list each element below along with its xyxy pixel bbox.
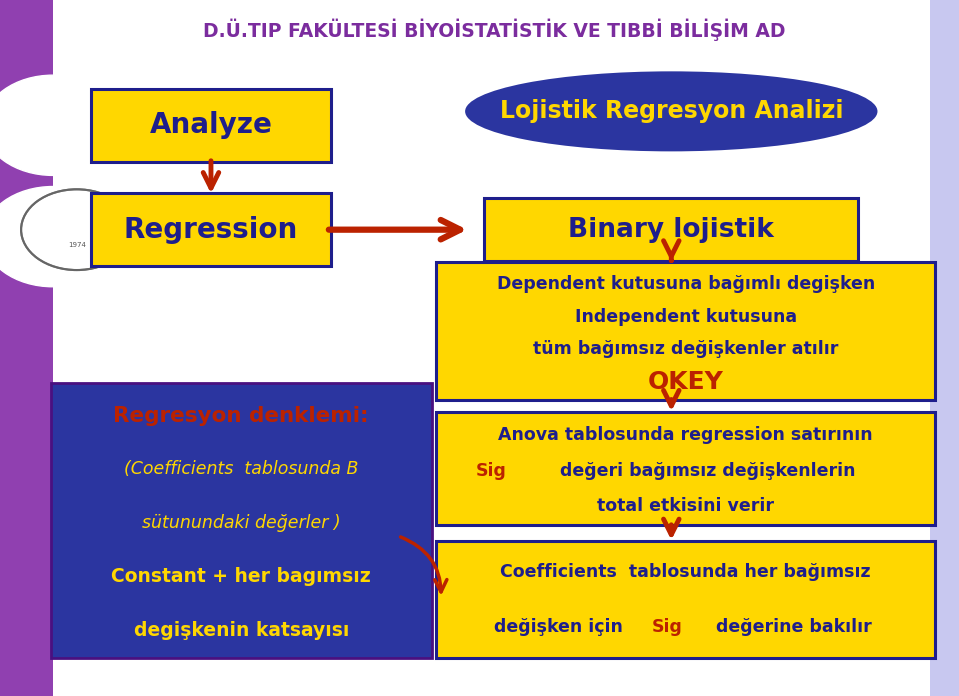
- Text: Dependent kutusuna bağımlı degişken: Dependent kutusuna bağımlı degişken: [497, 275, 875, 293]
- Text: 1974: 1974: [68, 242, 85, 248]
- FancyBboxPatch shape: [484, 198, 858, 261]
- Text: OKEY: OKEY: [647, 370, 724, 394]
- Text: Binary lojistik: Binary lojistik: [569, 216, 774, 243]
- Text: Regresyon denklemi:: Regresyon denklemi:: [113, 406, 369, 426]
- Text: Constant + her bagımsız: Constant + her bagımsız: [111, 567, 371, 586]
- FancyBboxPatch shape: [436, 541, 935, 658]
- FancyBboxPatch shape: [0, 0, 53, 696]
- Text: Regression: Regression: [124, 216, 298, 244]
- Ellipse shape: [465, 72, 877, 152]
- Text: Analyze: Analyze: [150, 111, 272, 139]
- Text: Sig: Sig: [476, 461, 506, 480]
- FancyBboxPatch shape: [91, 193, 331, 266]
- FancyBboxPatch shape: [436, 262, 935, 400]
- Circle shape: [21, 189, 132, 270]
- FancyBboxPatch shape: [930, 0, 959, 696]
- Text: Lojistik Regresyon Analizi: Lojistik Regresyon Analizi: [500, 100, 843, 123]
- Text: D.Ü.TIP FAKÜLTESİ BİYOİSTATİSTİK VE TIBBİ BİLİŞİM AD: D.Ü.TIP FAKÜLTESİ BİYOİSTATİSTİK VE TIBB…: [202, 19, 785, 41]
- Text: sütunundaki değerler ): sütunundaki değerler ): [142, 514, 340, 532]
- Text: Sig: Sig: [651, 618, 683, 635]
- FancyBboxPatch shape: [51, 383, 432, 658]
- Text: (Coefficients  tablosunda B: (Coefficients tablosunda B: [124, 460, 359, 478]
- Text: degişkenin katsayısı: degişkenin katsayısı: [133, 621, 349, 640]
- Text: Coefficients  tablosunda her bağımsız: Coefficients tablosunda her bağımsız: [501, 563, 871, 580]
- Text: Independent kutusuna: Independent kutusuna: [574, 308, 797, 326]
- Text: Anova tablosunda regression satırının: Anova tablosunda regression satırının: [499, 426, 873, 444]
- FancyBboxPatch shape: [436, 412, 935, 525]
- Text: değerine bakılır: değerine bakılır: [711, 618, 872, 635]
- FancyBboxPatch shape: [91, 89, 331, 162]
- Text: total etkisini verir: total etkisini verir: [597, 497, 774, 515]
- Circle shape: [0, 187, 122, 287]
- Text: tüm bağımsız değişkenler atılır: tüm bağımsız değişkenler atılır: [533, 340, 838, 358]
- Text: değeri bağımsız değişkenlerin: değeri bağımsız değişkenlerin: [554, 461, 856, 480]
- Text: değişken için: değişken için: [494, 618, 629, 635]
- Circle shape: [0, 75, 122, 175]
